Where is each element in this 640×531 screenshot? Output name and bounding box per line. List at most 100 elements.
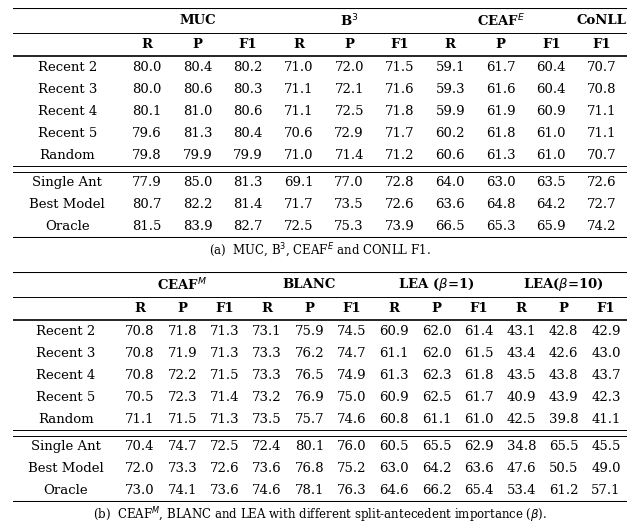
Text: P: P (193, 38, 202, 52)
Text: 64.6: 64.6 (380, 484, 409, 498)
Text: 71.0: 71.0 (284, 149, 314, 162)
Text: 64.8: 64.8 (486, 198, 516, 211)
Text: 71.3: 71.3 (210, 325, 239, 338)
Text: 72.5: 72.5 (284, 220, 314, 233)
Text: R: R (445, 38, 456, 52)
Text: 43.4: 43.4 (506, 347, 536, 360)
Text: 60.2: 60.2 (435, 127, 465, 140)
Text: BLANC: BLANC (283, 278, 336, 292)
Text: 42.9: 42.9 (591, 325, 621, 338)
Text: 74.5: 74.5 (337, 325, 367, 338)
Text: F1: F1 (390, 38, 409, 52)
Text: P: P (177, 303, 188, 315)
Text: 72.5: 72.5 (210, 440, 239, 453)
Text: 80.0: 80.0 (132, 83, 162, 96)
Text: 73.1: 73.1 (252, 325, 282, 338)
Text: 75.7: 75.7 (294, 413, 324, 426)
Text: 78.1: 78.1 (294, 484, 324, 498)
Text: 74.7: 74.7 (168, 440, 197, 453)
Text: 62.9: 62.9 (464, 440, 493, 453)
Text: 65.5: 65.5 (549, 440, 579, 453)
Text: CoNLL: CoNLL (577, 14, 627, 27)
Text: 70.7: 70.7 (587, 61, 617, 74)
Text: 77.9: 77.9 (132, 176, 162, 189)
Text: Recent 4: Recent 4 (36, 369, 95, 382)
Text: CEAF$^M$: CEAF$^M$ (157, 277, 207, 293)
Text: 71.7: 71.7 (385, 127, 415, 140)
Text: Recent 5: Recent 5 (36, 391, 95, 404)
Text: 43.9: 43.9 (549, 391, 579, 404)
Text: 60.4: 60.4 (536, 61, 566, 74)
Text: 76.3: 76.3 (337, 484, 367, 498)
Text: Random: Random (38, 413, 93, 426)
Text: 80.7: 80.7 (132, 198, 162, 211)
Text: 60.9: 60.9 (536, 105, 566, 118)
Text: 72.6: 72.6 (587, 176, 617, 189)
Text: F1: F1 (239, 38, 257, 52)
Text: 85.0: 85.0 (183, 176, 212, 189)
Text: R: R (388, 303, 399, 315)
Text: B$^3$: B$^3$ (340, 12, 358, 29)
Text: 76.5: 76.5 (294, 369, 324, 382)
Text: 80.1: 80.1 (132, 105, 162, 118)
Text: 40.9: 40.9 (506, 391, 536, 404)
Text: R: R (134, 303, 145, 315)
Text: 60.6: 60.6 (435, 149, 465, 162)
Text: Oracle: Oracle (45, 220, 90, 233)
Text: Random: Random (40, 149, 95, 162)
Text: 74.9: 74.9 (337, 369, 367, 382)
Text: 65.5: 65.5 (422, 440, 451, 453)
Text: 80.2: 80.2 (234, 61, 262, 74)
Text: 72.8: 72.8 (385, 176, 415, 189)
Text: F1: F1 (596, 303, 615, 315)
Text: 62.0: 62.0 (422, 347, 451, 360)
Text: 71.6: 71.6 (385, 83, 415, 96)
Text: 62.0: 62.0 (422, 325, 451, 338)
Text: 65.3: 65.3 (486, 220, 516, 233)
Text: R: R (141, 38, 152, 52)
Text: 62.3: 62.3 (422, 369, 451, 382)
Text: 70.8: 70.8 (125, 369, 155, 382)
Text: 41.1: 41.1 (591, 413, 621, 426)
Text: 63.6: 63.6 (464, 463, 494, 475)
Text: P: P (431, 303, 442, 315)
Text: 71.1: 71.1 (587, 127, 617, 140)
Text: R: R (516, 303, 527, 315)
Text: 72.7: 72.7 (587, 198, 617, 211)
Text: 82.2: 82.2 (183, 198, 212, 211)
Text: 61.7: 61.7 (464, 391, 493, 404)
Text: 71.7: 71.7 (284, 198, 314, 211)
Text: 70.4: 70.4 (125, 440, 155, 453)
Text: 61.5: 61.5 (464, 347, 493, 360)
Text: Recent 3: Recent 3 (38, 83, 97, 96)
Text: 79.9: 79.9 (233, 149, 263, 162)
Text: 59.9: 59.9 (435, 105, 465, 118)
Text: 65.4: 65.4 (464, 484, 493, 498)
Text: 73.5: 73.5 (334, 198, 364, 211)
Text: 61.7: 61.7 (486, 61, 516, 74)
Text: F1: F1 (342, 303, 361, 315)
Text: 34.8: 34.8 (506, 440, 536, 453)
Text: 39.8: 39.8 (549, 413, 579, 426)
Text: 43.0: 43.0 (591, 347, 621, 360)
Text: 83.9: 83.9 (182, 220, 212, 233)
Text: 60.4: 60.4 (536, 83, 566, 96)
Text: (a)  MUC, B$^3$, CEAF$^E$ and CONLL F1.: (a) MUC, B$^3$, CEAF$^E$ and CONLL F1. (209, 242, 431, 260)
Text: 65.9: 65.9 (536, 220, 566, 233)
Text: 71.0: 71.0 (284, 61, 314, 74)
Text: 79.6: 79.6 (132, 127, 162, 140)
Text: 73.3: 73.3 (168, 463, 197, 475)
Text: 74.1: 74.1 (168, 484, 197, 498)
Text: 72.2: 72.2 (168, 369, 197, 382)
Text: 71.2: 71.2 (385, 149, 415, 162)
Text: P: P (559, 303, 569, 315)
Text: R: R (293, 38, 304, 52)
Text: 61.1: 61.1 (422, 413, 451, 426)
Text: 59.3: 59.3 (435, 83, 465, 96)
Text: 80.3: 80.3 (233, 83, 263, 96)
Text: 61.9: 61.9 (486, 105, 516, 118)
Text: Recent 5: Recent 5 (38, 127, 97, 140)
Text: P: P (344, 38, 354, 52)
Text: 71.9: 71.9 (168, 347, 197, 360)
Text: 76.9: 76.9 (294, 391, 324, 404)
